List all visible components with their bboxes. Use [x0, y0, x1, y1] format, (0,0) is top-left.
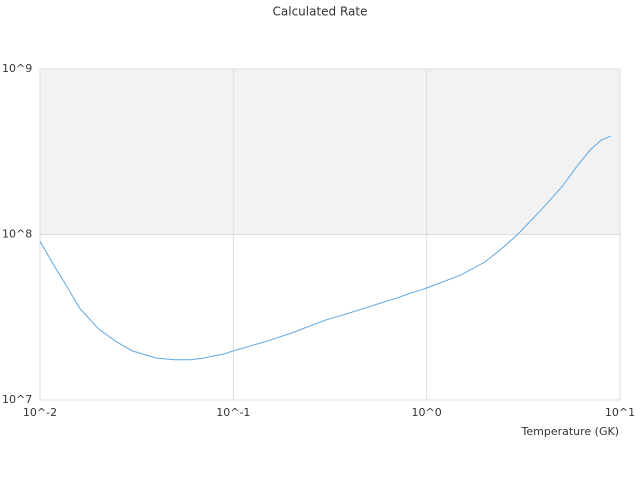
y-tick-label: 10^9 [2, 62, 32, 75]
chart-title: Calculated Rate [273, 5, 368, 19]
x-tick-label: 10^0 [412, 406, 442, 419]
x-tick-label: 10^-1 [216, 406, 250, 419]
data-line [39, 135, 612, 361]
x-tick-label: 10^1 [605, 406, 635, 419]
x-axis-label: Temperature (GK) [521, 425, 620, 438]
plot-band [40, 69, 620, 235]
y-tick-label: 10^7 [2, 393, 32, 406]
y-tick-label: 10^8 [2, 228, 32, 241]
x-tick-label: 10^-2 [23, 406, 57, 419]
